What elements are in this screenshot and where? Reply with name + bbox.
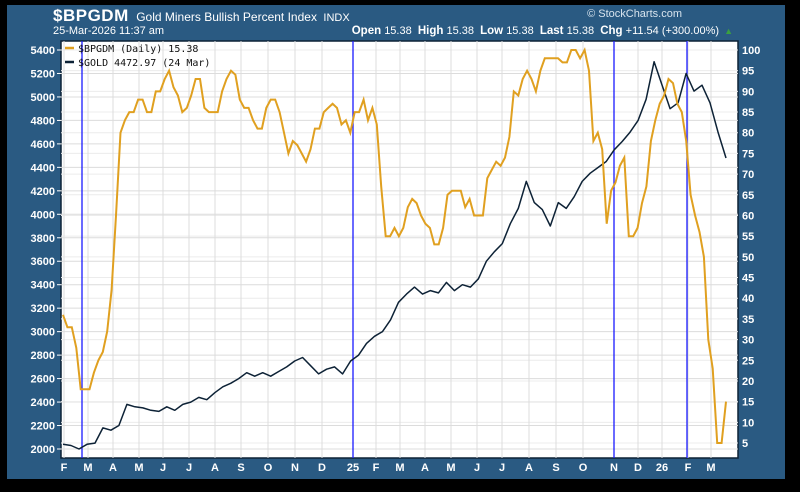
right-tick-label: 25 (742, 355, 754, 367)
left-tick-label: 5000 (31, 92, 55, 104)
chg-label: Chg (600, 25, 623, 37)
right-tick-label: 55 (742, 231, 754, 243)
right-tick-label: 70 (742, 169, 754, 181)
chart-title: $BPGDM Gold Miners Bullish Percent Index… (53, 6, 350, 26)
x-tick-label: M (134, 462, 143, 474)
x-tick-label: J (186, 462, 192, 474)
left-tick-label: 4800 (31, 115, 55, 127)
right-tick-label: 5 (742, 438, 748, 450)
x-tick-label: O (579, 462, 588, 474)
x-tick-label: N (610, 462, 618, 474)
right-tick-label: 10 (742, 417, 754, 429)
right-tick-label: 15 (742, 397, 754, 409)
left-tick-label: 3200 (31, 303, 55, 315)
x-tick-label: D (318, 462, 326, 474)
left-tick-label: 2400 (31, 397, 55, 409)
exchange-label: INDX (323, 12, 350, 24)
index-name: Gold Miners Bullish Percent Index (136, 10, 317, 24)
right-tick-label: 80 (742, 128, 754, 140)
left-tick-label: 5400 (31, 45, 55, 57)
left-tick-label: 4000 (31, 209, 55, 221)
gold-series-line (62, 60, 727, 450)
right-tick-label: 50 (742, 252, 754, 264)
right-tick-label: 65 (742, 190, 754, 202)
x-tick-label: A (525, 462, 533, 474)
right-tick-label: 30 (742, 335, 754, 347)
low-value: 15.38 (506, 25, 534, 37)
x-tick-label: F (373, 462, 380, 474)
right-tick-label: 45 (742, 273, 754, 285)
left-tick-label: 2200 (31, 421, 55, 433)
chg-value: +11.54 (+300.00%) (625, 25, 720, 37)
left-tick-label: 2600 (31, 374, 55, 386)
left-tick-label: 4600 (31, 139, 55, 151)
x-tick-label: A (109, 462, 117, 474)
x-tick-label: M (395, 462, 404, 474)
right-tick-label: 40 (742, 293, 754, 305)
x-tick-label: J (160, 462, 166, 474)
last-label: Last (539, 25, 564, 37)
x-tick-label: A (421, 462, 429, 474)
x-tick-label: J (474, 462, 480, 474)
x-tick-label: M (706, 462, 715, 474)
x-tick-label: 26 (656, 462, 668, 474)
left-tick-label: 2800 (31, 350, 55, 362)
right-tick-label: 75 (742, 148, 754, 160)
chart-date: 25-Mar-2026 11:37 am (53, 25, 165, 37)
x-tick-label: J (499, 462, 505, 474)
up-arrow-icon: ▲ (724, 26, 733, 36)
open-label: Open (351, 25, 382, 37)
x-tick-label: A (211, 462, 219, 474)
x-tick-label: M (446, 462, 455, 474)
x-tick-label: N (291, 462, 299, 474)
x-tick-label: D (634, 462, 642, 474)
high-label: High (417, 25, 444, 37)
x-tick-label: M (83, 462, 92, 474)
left-tick-label: 4200 (31, 186, 55, 198)
right-tick-label: 20 (742, 376, 754, 388)
left-tick-label: 3800 (31, 233, 55, 245)
gridlines (61, 41, 738, 458)
right-tick-label: 95 (742, 66, 754, 78)
left-tick-label: 3000 (31, 327, 55, 339)
left-tick-label: 3600 (31, 256, 55, 268)
x-tick-label: O (264, 462, 273, 474)
open-value: 15.38 (384, 25, 412, 37)
right-tick-label: 35 (742, 314, 754, 326)
x-tick-label: S (552, 462, 559, 474)
right-tick-label: 100 (742, 45, 760, 57)
ticker-symbol: $BPGDM (53, 6, 129, 25)
left-tick-label: 4400 (31, 162, 55, 174)
bpgdm-series-line (62, 47, 727, 444)
x-tick-label: F (685, 462, 692, 474)
left-tick-label: 5200 (31, 68, 55, 80)
left-tick-label: 3400 (31, 280, 55, 292)
left-axis: 2000 2200 2400 2600 2800 3000 3200 3400 3600 3800… (31, 45, 61, 456)
x-axis: F M A M J J A S O N D 25 F M A M J J A S O N D 26 F M (61, 462, 716, 474)
chart-legend: $BPGDM (Daily) 15.38 $GOLD 4472.97 (24 M… (65, 44, 210, 69)
brand-watermark[interactable]: © StockCharts.com (587, 8, 682, 20)
quote-values: Open 15.38 High 15.38 Low 15.38 Last 15.… (352, 25, 733, 37)
right-tick-label: 85 (742, 107, 754, 119)
low-label: Low (480, 25, 504, 37)
legend-label-gold: $GOLD 4472.97 (24 Mar) (78, 58, 210, 69)
right-tick-label: 90 (742, 86, 754, 98)
right-axis: 5 10 15 20 25 30 35 40 45 50 55 60 65 70 75 80 85 90 95 100 (742, 45, 760, 450)
x-tick-label: F (61, 462, 68, 474)
last-value: 15.38 (566, 25, 595, 37)
high-value: 15.38 (446, 25, 474, 37)
x-tick-label: 25 (347, 462, 359, 474)
left-tick-label: 2000 (31, 444, 55, 456)
right-tick-label: 60 (742, 210, 754, 222)
legend-label-bpgdm: $BPGDM (Daily) 15.38 (78, 44, 198, 55)
x-tick-label: S (237, 462, 244, 474)
